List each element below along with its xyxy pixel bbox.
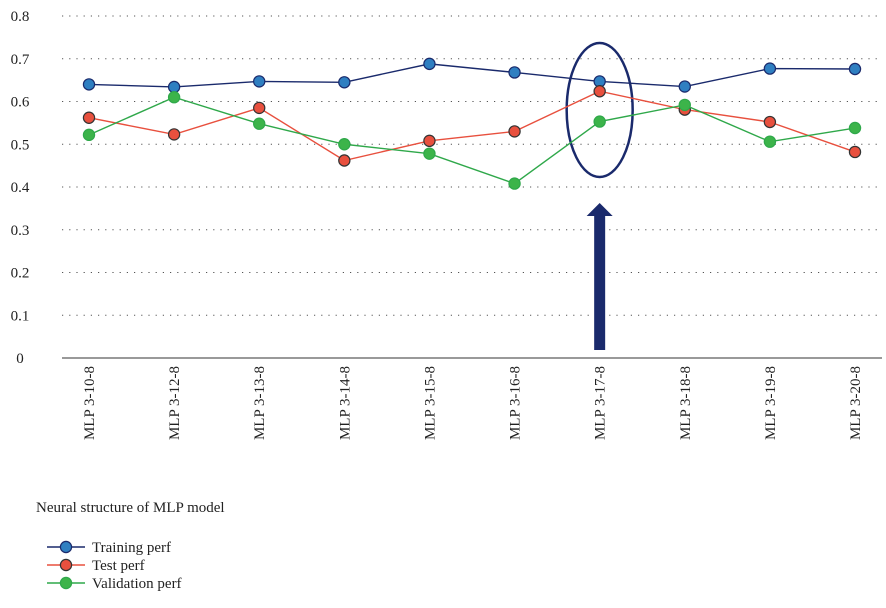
series-group (82, 57, 862, 190)
data-point (167, 80, 181, 94)
legend-label: Test perf (92, 558, 145, 574)
data-point (338, 76, 351, 89)
arrow-head (586, 203, 613, 216)
gridlines (62, 15, 882, 316)
data-point (848, 145, 862, 159)
legend-swatch-marker (59, 540, 73, 554)
y-tick-label: 0.5 (11, 137, 30, 153)
data-point (253, 75, 266, 88)
y-tick-label: 0.6 (11, 95, 30, 111)
data-point (508, 177, 521, 190)
x-tick-label: MLP 3-13-8 (252, 366, 268, 440)
x-axis-title: Neural structure of MLP model (36, 500, 225, 516)
data-point (253, 117, 266, 130)
data-point (82, 78, 96, 91)
x-tick-label: MLP 3-18-8 (678, 366, 694, 440)
data-point (763, 115, 777, 129)
x-tick-label: MLP 3-16-8 (508, 366, 524, 440)
x-tick-label: MLP 3-10-8 (82, 366, 98, 440)
arrow-shaft (594, 214, 606, 350)
data-point (848, 121, 862, 135)
data-point (763, 135, 777, 148)
data-point (763, 62, 777, 75)
data-point (338, 154, 351, 167)
data-point (423, 57, 436, 71)
legend-label: Training perf (92, 540, 171, 556)
y-tick-label: 0.2 (11, 266, 30, 282)
data-point (423, 134, 436, 148)
data-point (338, 138, 351, 151)
x-tick-label: MLP 3-19-8 (763, 366, 779, 440)
data-point (423, 147, 436, 160)
data-point (678, 98, 691, 112)
y-axis-ticks: 0 0.1 0.2 0.3 0.4 0.5 0.6 0.7 0.8 (11, 9, 30, 367)
series-line (88, 90, 856, 162)
series-line (88, 96, 856, 185)
y-tick-label: 0.4 (11, 180, 30, 196)
data-point (167, 91, 181, 104)
y-tick-label: 0.3 (11, 223, 30, 239)
data-point (82, 128, 96, 142)
x-tick-label: MLP 3-20-8 (848, 366, 864, 440)
x-tick-label: MLP 3-15-8 (422, 366, 438, 440)
data-point (678, 80, 691, 93)
series-line (88, 63, 856, 88)
y-tick-label: 0 (16, 351, 24, 367)
data-point (593, 115, 606, 128)
legend: Training perf Test perf Validation perf (47, 540, 182, 592)
data-point (508, 66, 521, 79)
legend-swatch-marker (59, 576, 73, 590)
x-tick-label: MLP 3-14-8 (337, 366, 353, 440)
data-point (508, 125, 521, 138)
legend-label: Validation perf (92, 576, 182, 592)
data-point (82, 111, 96, 124)
highlight-ellipse (565, 41, 634, 179)
data-point (848, 62, 862, 76)
x-tick-label: MLP 3-12-8 (167, 366, 183, 440)
data-point (167, 128, 181, 141)
y-tick-label: 0.1 (11, 308, 30, 324)
y-tick-label: 0.7 (11, 52, 30, 68)
data-point (593, 85, 606, 98)
data-point (253, 101, 266, 115)
legend-swatch-marker (59, 558, 73, 572)
highlight-annotation (565, 41, 634, 350)
y-tick-label: 0.8 (11, 9, 30, 25)
x-axis-ticks: MLP 3-10-8 MLP 3-12-8 MLP 3-13-8 MLP 3-14-8… (82, 366, 864, 440)
x-tick-label: MLP 3-17-8 (593, 366, 609, 440)
